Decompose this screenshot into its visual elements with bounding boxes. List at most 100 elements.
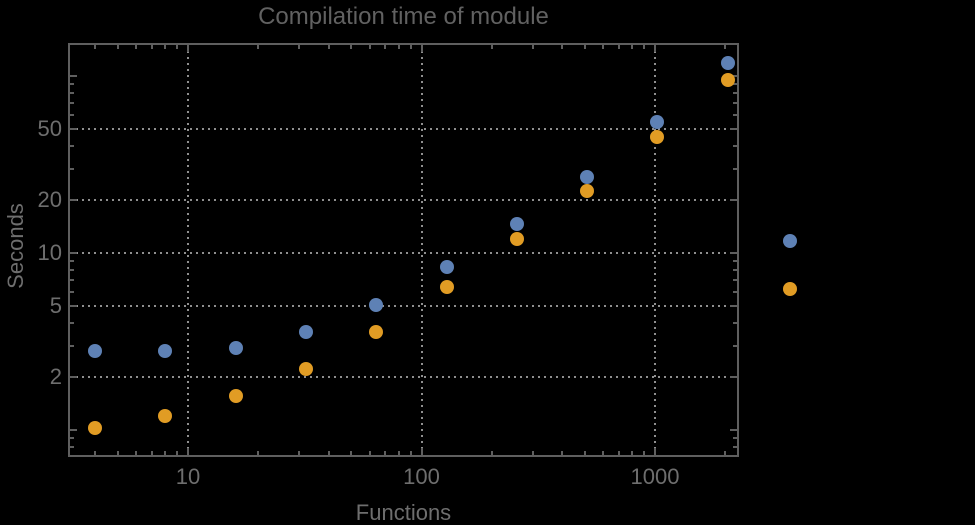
data-point-series-2-orange xyxy=(88,420,103,435)
tick-mark xyxy=(730,198,737,201)
tick-mark xyxy=(164,451,167,455)
data-point-series-2-orange xyxy=(369,324,384,339)
tick-mark xyxy=(176,451,179,455)
tick-mark xyxy=(70,252,77,254)
grid-line-y xyxy=(70,252,737,254)
data-point-series-2-orange xyxy=(580,183,595,198)
y-tick-label: 10 xyxy=(37,240,62,265)
tick-mark xyxy=(70,291,74,294)
tick-mark xyxy=(654,448,656,455)
tick-mark xyxy=(70,269,74,272)
data-point-series-2-orange xyxy=(650,130,665,145)
tick-mark xyxy=(602,451,605,455)
tick-mark xyxy=(654,45,656,52)
chart-title: Compilation time of module xyxy=(258,3,549,30)
tick-mark xyxy=(70,83,74,86)
data-point-series-2-orange xyxy=(439,280,454,295)
x-tick-label: 100 xyxy=(403,464,440,489)
tick-mark xyxy=(733,269,737,272)
data-point-series-1-blue xyxy=(650,114,665,129)
tick-mark xyxy=(617,451,620,455)
data-point-series-2-orange xyxy=(158,408,173,423)
tick-mark xyxy=(730,429,737,431)
tick-mark xyxy=(150,451,153,455)
tick-mark xyxy=(724,451,727,455)
data-point-series-1-blue xyxy=(509,217,524,232)
tick-mark xyxy=(733,114,737,117)
tick-mark xyxy=(368,45,371,49)
data-point-series-1-blue xyxy=(720,56,735,71)
data-point-series-1-blue xyxy=(88,343,103,358)
tick-mark xyxy=(187,448,189,455)
data-point-series-1-blue xyxy=(369,297,384,312)
tick-mark xyxy=(397,451,400,455)
tick-mark xyxy=(420,45,423,52)
data-point-series-2-orange xyxy=(298,362,313,377)
tick-mark xyxy=(70,92,74,95)
tick-mark xyxy=(70,322,74,325)
tick-mark xyxy=(733,291,737,294)
tick-mark xyxy=(298,451,301,455)
y-tick-label: 50 xyxy=(37,116,62,142)
tick-mark xyxy=(397,45,400,49)
tick-mark xyxy=(733,437,737,440)
data-point-series-1-blue xyxy=(298,324,313,339)
tick-mark xyxy=(187,45,189,52)
x-tick-label: 1000 xyxy=(630,464,680,489)
tick-mark xyxy=(384,451,387,455)
tick-mark xyxy=(733,344,737,347)
tick-mark xyxy=(561,451,564,455)
tick-mark xyxy=(409,45,412,49)
data-point-series-1-blue xyxy=(580,169,595,184)
data-point-series-2-orange xyxy=(228,389,243,404)
tick-mark xyxy=(94,45,97,49)
tick-mark xyxy=(490,45,493,49)
tick-mark xyxy=(531,45,534,49)
tick-mark xyxy=(70,198,77,201)
tick-mark xyxy=(631,451,634,455)
tick-mark xyxy=(298,45,301,49)
tick-mark xyxy=(384,45,387,49)
tick-mark xyxy=(327,45,330,49)
tick-mark xyxy=(617,45,620,49)
data-point-series-1-blue xyxy=(158,343,173,358)
y-tick-label: 5 xyxy=(49,293,62,319)
tick-mark xyxy=(583,451,586,455)
tick-mark xyxy=(70,114,74,117)
tick-mark xyxy=(70,167,74,170)
tick-mark xyxy=(94,451,97,455)
tick-mark xyxy=(70,305,77,308)
tick-mark xyxy=(409,451,412,455)
tick-mark xyxy=(350,45,353,49)
tick-mark xyxy=(70,437,74,440)
grid-line-x xyxy=(654,45,656,455)
tick-mark xyxy=(135,451,138,455)
tick-mark xyxy=(730,305,737,308)
tick-mark xyxy=(135,45,138,49)
tick-mark xyxy=(70,279,74,282)
tick-mark xyxy=(733,145,737,148)
tick-mark xyxy=(733,260,737,263)
tick-mark xyxy=(150,45,153,49)
tick-mark xyxy=(733,102,737,105)
data-point-series-1-blue xyxy=(439,260,454,275)
tick-mark xyxy=(733,92,737,95)
tick-mark xyxy=(733,322,737,325)
tick-mark xyxy=(368,451,371,455)
data-point-series-2-orange xyxy=(720,72,735,87)
tick-mark xyxy=(116,451,119,455)
tick-mark xyxy=(583,45,586,49)
tick-mark xyxy=(643,451,646,455)
tick-mark xyxy=(730,128,737,131)
grid-line-x xyxy=(420,45,423,455)
tick-mark xyxy=(643,45,646,49)
tick-mark xyxy=(70,102,74,105)
grid-line-y xyxy=(70,375,737,378)
tick-mark xyxy=(350,451,353,455)
tick-mark xyxy=(490,451,493,455)
tick-mark xyxy=(176,45,179,49)
tick-mark xyxy=(724,45,727,49)
grid-line-x xyxy=(187,45,189,455)
tick-mark xyxy=(602,45,605,49)
tick-mark xyxy=(631,45,634,49)
